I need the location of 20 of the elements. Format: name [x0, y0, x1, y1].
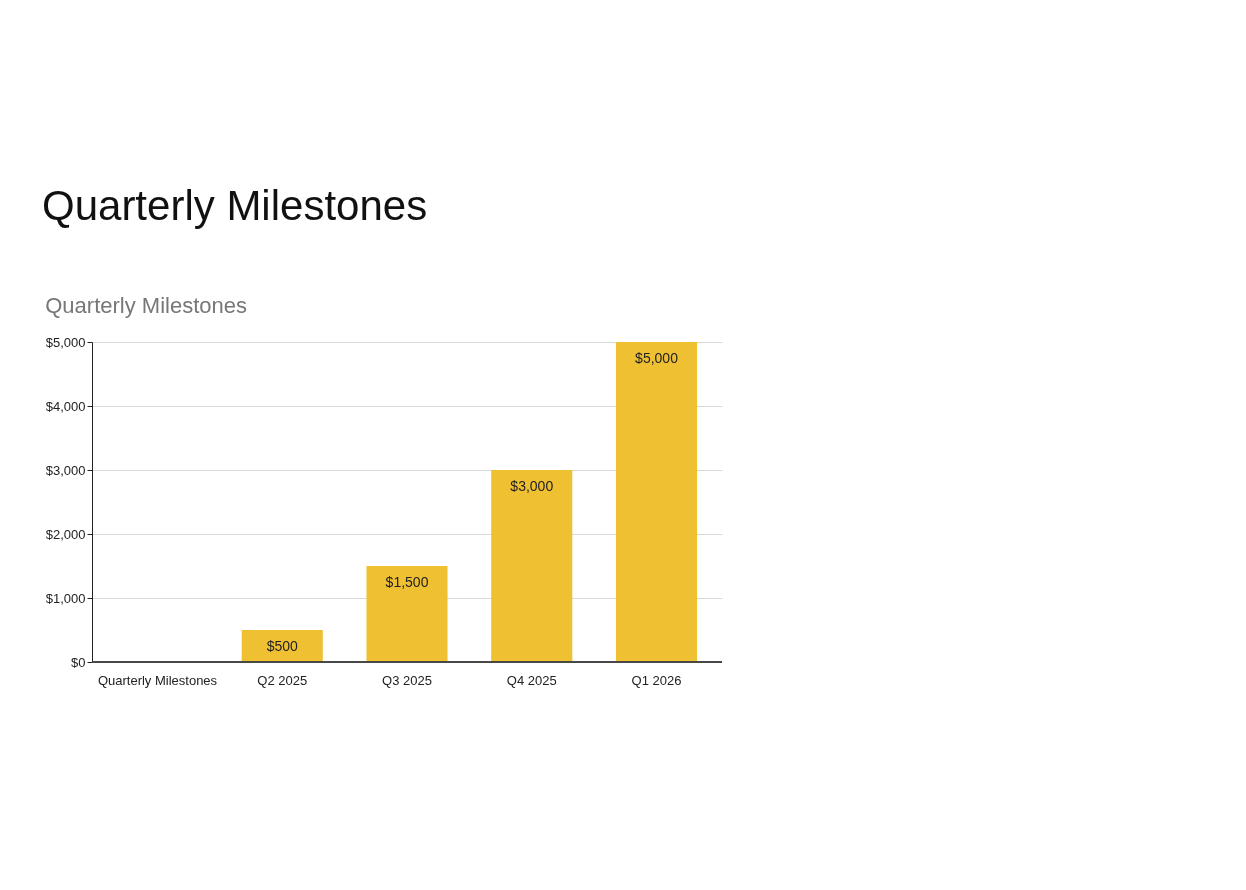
bar — [615, 342, 698, 662]
x-tick-label: Q4 2025 — [506, 672, 557, 688]
x-tick-label: Quarterly Milestones — [97, 672, 218, 688]
data-label: $3,000 — [510, 478, 554, 494]
data-label: $5,000 — [635, 350, 679, 366]
y-tick-label: $1,000 — [45, 590, 86, 606]
x-tick-label: Q1 2026 — [631, 672, 682, 688]
x-tick-label: Q3 2025 — [382, 672, 432, 688]
y-tick-label: $0 — [71, 654, 86, 670]
data-label: $1,500 — [385, 574, 429, 590]
x-tick-label: Q2 2025 — [257, 672, 308, 688]
chart-title: Quarterly Milestones — [42, 182, 428, 230]
bar — [491, 470, 573, 662]
y-tick-label: $3,000 — [45, 462, 86, 478]
y-tick-label: $5,000 — [45, 334, 86, 350]
chart-subtitle: Quarterly Milestones — [45, 293, 247, 318]
data-label: $500 — [266, 638, 299, 654]
bar — [366, 566, 448, 662]
y-tick-label: $4,000 — [45, 398, 86, 414]
y-tick-label: $2,000 — [45, 526, 86, 542]
